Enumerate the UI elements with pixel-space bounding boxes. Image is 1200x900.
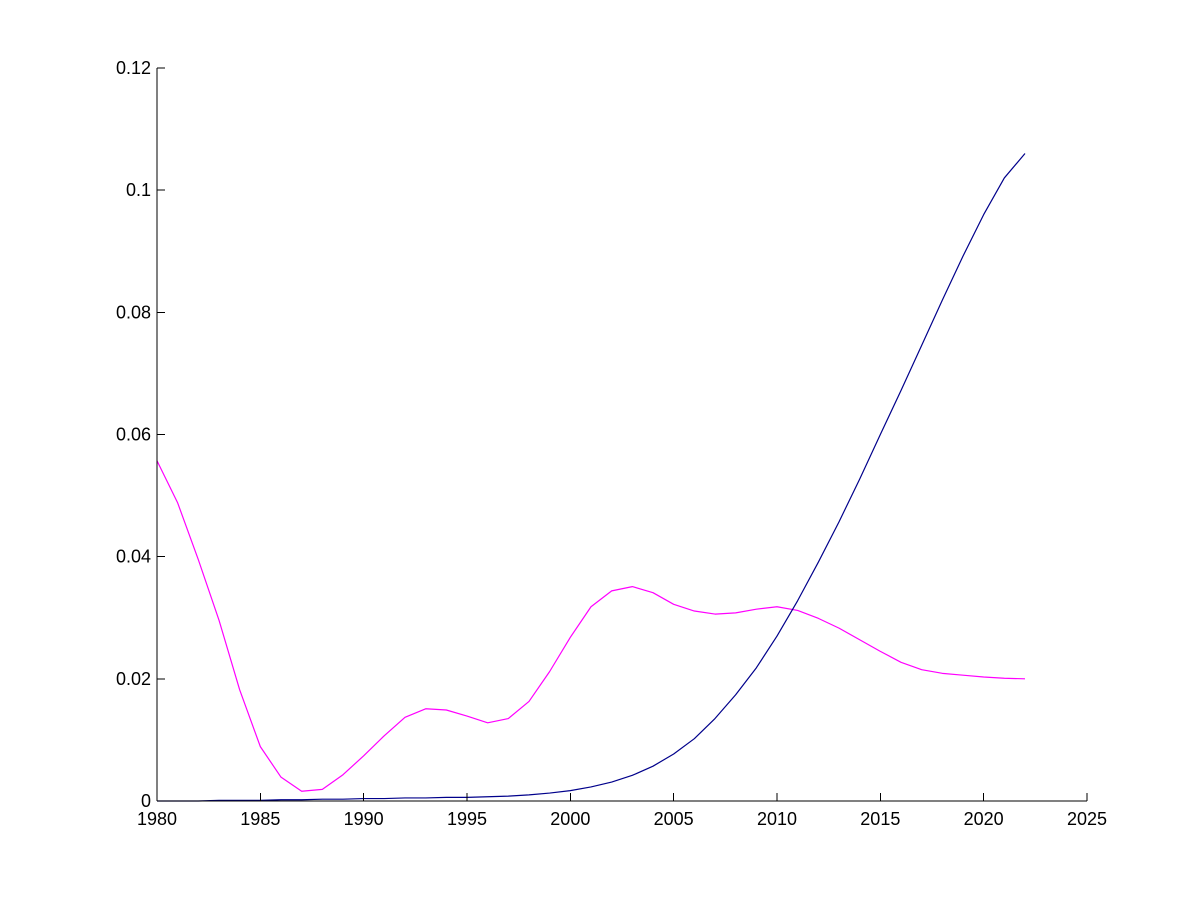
x-tick-label: 2005: [654, 809, 694, 829]
series-layer: [156, 153, 1026, 802]
x-tick-label: 1985: [240, 809, 280, 829]
y-tick-label: 0.04: [116, 547, 151, 567]
axes-layer: 1980 1985 1990 1995 2000 2005 2010 2015 2020 2025…: [116, 58, 1107, 829]
y-tick-label: 0.08: [116, 302, 151, 322]
x-tick-label: 1980: [137, 809, 177, 829]
y-tick-label: 0.1: [126, 180, 151, 200]
x-tick-label: 2015: [860, 809, 900, 829]
x-tick-label: 2010: [757, 809, 797, 829]
y-tick-label: 0.02: [116, 669, 151, 689]
x-tick-label: 1990: [344, 809, 384, 829]
y-tick-label: 0: [141, 791, 151, 811]
series-line-2: [157, 153, 1026, 802]
series-line-1: [156, 460, 1026, 792]
y-tick-label: 0.06: [116, 425, 151, 445]
y-tick-label: 0.12: [116, 58, 151, 78]
x-tick-label: 2020: [964, 809, 1004, 829]
x-tick-label: 2025: [1067, 809, 1107, 829]
x-tick-label: 2000: [550, 809, 590, 829]
x-tick-label: 1995: [447, 809, 487, 829]
